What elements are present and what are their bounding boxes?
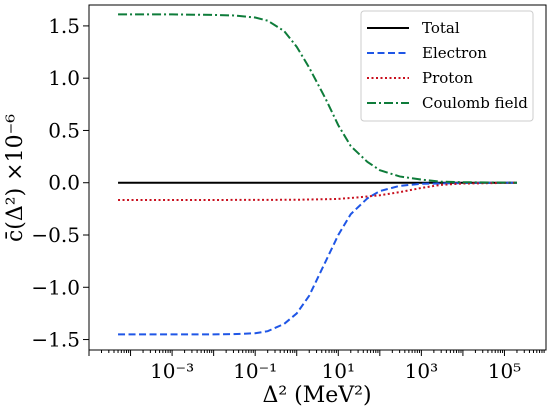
- x-tick-label: 10³: [405, 359, 438, 383]
- legend: Total Electron Proton Coulomb field: [360, 10, 534, 122]
- x-tick-label: 10⁻¹: [233, 359, 277, 383]
- legend-label: Coulomb field: [422, 94, 528, 112]
- series-proton-line: [118, 181, 517, 201]
- legend-label: Proton: [422, 69, 473, 87]
- x-tick-label: 10¹: [322, 359, 355, 383]
- legend-label: Total: [422, 19, 460, 37]
- x-tick-label: 10⁻³: [150, 359, 194, 383]
- y-tick-label: 0.0: [48, 171, 80, 195]
- y-tick-label: −1.0: [31, 275, 80, 299]
- x-axis-label: Δ² (MeV²): [262, 383, 371, 408]
- y-tick-label: 1.5: [48, 14, 80, 38]
- y-axis: 1.5 1.0 0.5 0.0 −0.5 −1.0 −1.5: [31, 14, 89, 352]
- legend-label: Electron: [422, 44, 487, 62]
- legend-items: Total Electron Proton Coulomb field: [367, 19, 528, 112]
- y-tick-label: 0.5: [48, 118, 80, 142]
- x-tick-label: 10⁵: [488, 359, 521, 383]
- y-tick-label: −1.5: [31, 328, 80, 352]
- y-tick-label: 1.0: [48, 66, 80, 90]
- legend-box: [360, 10, 534, 122]
- plot-frame: [88, 4, 547, 351]
- series-coulomb-field-line: [118, 13, 517, 184]
- y-axis-label: c̄(Δ²) ×10⁻⁶: [3, 114, 28, 242]
- series-electron-line: [118, 181, 517, 336]
- x-axis: 10⁻³ 10⁻¹ 10¹ 10³ 10⁵: [88, 350, 545, 383]
- series-layer: [118, 13, 517, 336]
- y-tick-label: −0.5: [31, 223, 80, 247]
